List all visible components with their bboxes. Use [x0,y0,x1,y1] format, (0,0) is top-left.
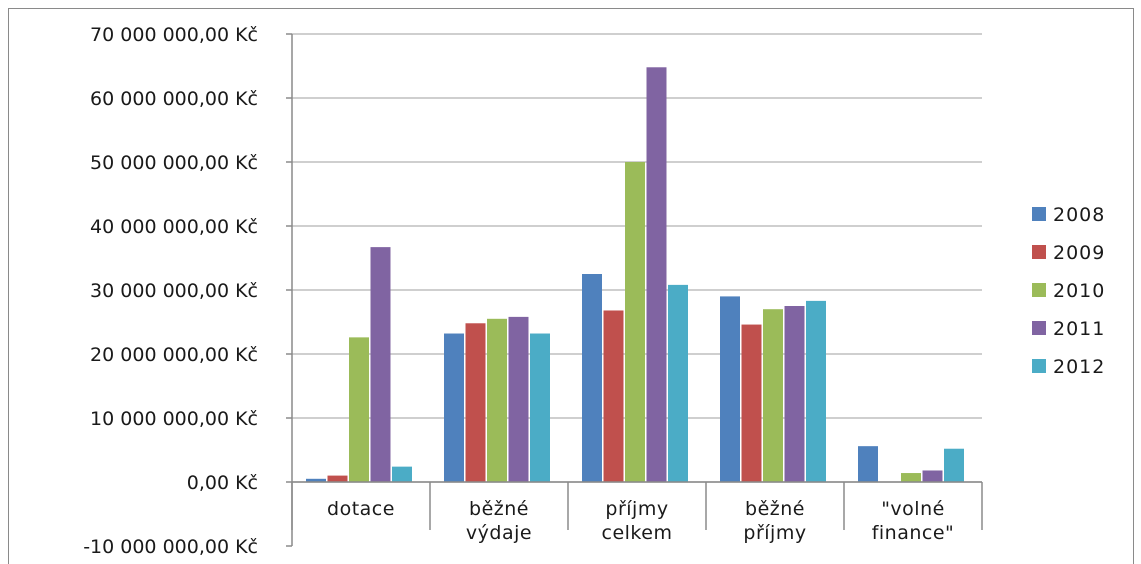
bar [806,300,826,482]
y-tick-label: 20 000 000,00 Kč [90,344,258,366]
category-label: příjmy [605,498,668,520]
y-tick-label: 30 000 000,00 Kč [90,280,258,302]
bar [392,466,412,482]
y-tick-label: 70 000 000,00 Kč [90,24,258,46]
legend-swatch [1032,283,1046,297]
legend-swatch [1032,245,1046,259]
bar [327,475,348,482]
y-tick-label: 10 000 000,00 Kč [90,408,258,430]
bar [508,316,529,482]
legend-label: 2009 [1053,242,1105,264]
bar [530,333,550,482]
bar [349,337,369,482]
category-label: "volné [881,498,945,520]
y-tick-label: 60 000 000,00 Kč [90,88,258,110]
bar [720,296,740,482]
legend-swatch [1032,359,1046,373]
y-tick-label: 40 000 000,00 Kč [90,216,258,238]
category-label: finance" [872,522,955,544]
bar [465,323,486,482]
category-label: výdaje [466,522,532,544]
bar [784,306,805,482]
y-tick-label: -10 000 000,00 Kč [83,536,258,558]
y-tick-label: 50 000 000,00 Kč [90,152,258,174]
legend-swatch [1032,321,1046,335]
category-label: běžné [745,498,805,520]
category-label: dotace [327,498,395,520]
legend-swatch [1032,207,1046,221]
bar [444,333,464,482]
bar [582,274,602,482]
legend-label: 2011 [1053,318,1105,340]
bar [625,162,645,482]
legend-label: 2012 [1053,356,1105,378]
legend-label: 2008 [1053,204,1105,226]
category-label: běžné [469,498,529,520]
bar [741,324,762,482]
bar [487,318,507,482]
bar [306,478,326,482]
y-tick-label: 0,00 Kč [187,472,258,494]
category-label: celkem [602,522,673,544]
bar [646,67,667,482]
bar [944,448,964,482]
bar [922,470,943,482]
bar [370,247,391,482]
bar [763,309,783,482]
bar [858,446,878,482]
category-label: příjmy [743,522,806,544]
legend-label: 2010 [1053,280,1105,302]
bar [668,284,688,482]
bar [901,473,921,482]
bar [603,310,624,482]
